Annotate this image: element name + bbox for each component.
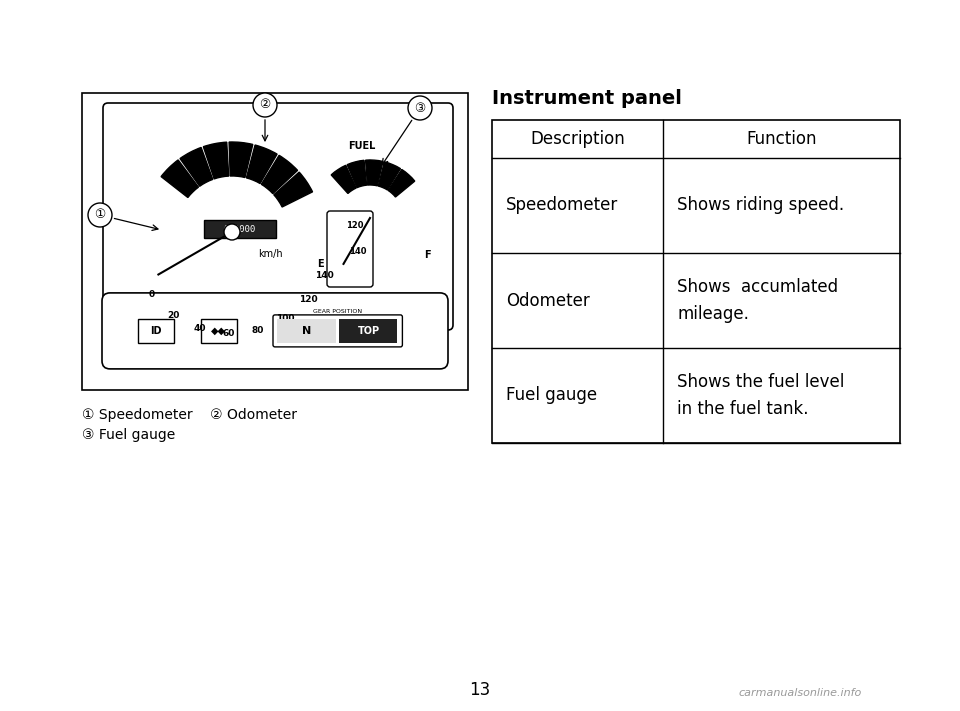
Text: TOP: TOP — [358, 326, 380, 336]
Circle shape — [88, 203, 112, 227]
Text: Shows riding speed.: Shows riding speed. — [678, 196, 845, 215]
Text: N: N — [301, 326, 311, 336]
Text: Function: Function — [747, 130, 817, 148]
Text: Description: Description — [530, 130, 625, 148]
Wedge shape — [348, 160, 367, 188]
Wedge shape — [247, 145, 277, 183]
Text: 40: 40 — [193, 324, 205, 333]
Text: E: E — [317, 260, 324, 269]
Text: Shows the fuel level
in the fuel tank.: Shows the fuel level in the fuel tank. — [678, 373, 845, 417]
Wedge shape — [204, 142, 228, 179]
Text: F: F — [423, 250, 430, 260]
Wedge shape — [261, 155, 298, 193]
Bar — [277, 319, 336, 343]
Text: Fuel gauge: Fuel gauge — [506, 387, 597, 405]
Text: GEAR POSITION: GEAR POSITION — [313, 309, 362, 314]
Text: Odometer: Odometer — [506, 292, 589, 309]
Wedge shape — [229, 142, 252, 178]
Text: 140: 140 — [349, 247, 367, 257]
FancyBboxPatch shape — [273, 315, 402, 347]
Text: 100: 100 — [276, 314, 295, 324]
Text: 0: 0 — [149, 290, 155, 299]
Text: ①: ① — [94, 208, 106, 222]
Wedge shape — [180, 147, 213, 186]
Text: ◆◆: ◆◆ — [211, 326, 227, 336]
Text: 20: 20 — [167, 311, 180, 320]
Bar — [339, 319, 397, 343]
FancyBboxPatch shape — [327, 211, 373, 287]
Text: Instrument panel: Instrument panel — [492, 89, 682, 108]
Bar — [204, 220, 276, 238]
Wedge shape — [161, 160, 199, 198]
Wedge shape — [366, 160, 383, 186]
Text: 120: 120 — [299, 295, 318, 304]
Bar — [201, 319, 237, 343]
Text: 80: 80 — [252, 326, 264, 335]
Circle shape — [408, 96, 432, 120]
Text: FUEL: FUEL — [348, 141, 375, 151]
Circle shape — [224, 224, 240, 240]
Bar — [492, 120, 900, 443]
Text: ③: ③ — [415, 102, 425, 114]
FancyBboxPatch shape — [103, 103, 453, 330]
Text: Speedometer: Speedometer — [506, 196, 618, 215]
FancyBboxPatch shape — [102, 293, 448, 369]
Text: ③ Fuel gauge: ③ Fuel gauge — [82, 428, 176, 442]
Text: 13: 13 — [469, 681, 491, 699]
Text: 000000: 000000 — [224, 225, 256, 233]
Circle shape — [253, 93, 277, 117]
Bar — [138, 319, 174, 343]
Wedge shape — [331, 165, 356, 193]
Text: ②: ② — [259, 99, 271, 112]
Text: ID: ID — [151, 326, 162, 336]
Text: ① Speedometer    ② Odometer: ① Speedometer ② Odometer — [82, 408, 297, 422]
Text: km/h: km/h — [257, 249, 282, 259]
Text: 140: 140 — [315, 271, 334, 279]
Bar — [82, 93, 468, 390]
Text: 60: 60 — [223, 329, 235, 338]
Wedge shape — [274, 172, 313, 207]
Text: carmanualsonline.info: carmanualsonline.info — [738, 688, 862, 698]
Text: Shows  accumlated
mileage.: Shows accumlated mileage. — [678, 278, 838, 323]
Wedge shape — [378, 162, 400, 190]
Text: 120: 120 — [346, 222, 364, 230]
Wedge shape — [388, 169, 415, 197]
